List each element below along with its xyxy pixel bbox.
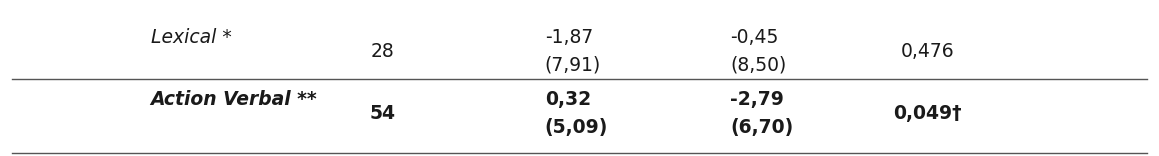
Text: (7,91): (7,91)	[545, 56, 602, 75]
Text: 0,476: 0,476	[901, 42, 954, 61]
Text: 28: 28	[371, 42, 394, 61]
Text: 0,049†: 0,049†	[892, 104, 962, 123]
Text: Action Verbal **: Action Verbal **	[151, 90, 318, 110]
Text: Lexical *: Lexical *	[151, 28, 232, 47]
Text: 0,32: 0,32	[545, 90, 591, 110]
Text: -2,79: -2,79	[730, 90, 783, 110]
Text: -1,87: -1,87	[545, 28, 593, 47]
Text: -0,45: -0,45	[730, 28, 779, 47]
Text: (5,09): (5,09)	[545, 118, 608, 137]
Text: (8,50): (8,50)	[730, 56, 787, 75]
Text: (6,70): (6,70)	[730, 118, 794, 137]
Text: 54: 54	[370, 104, 395, 123]
